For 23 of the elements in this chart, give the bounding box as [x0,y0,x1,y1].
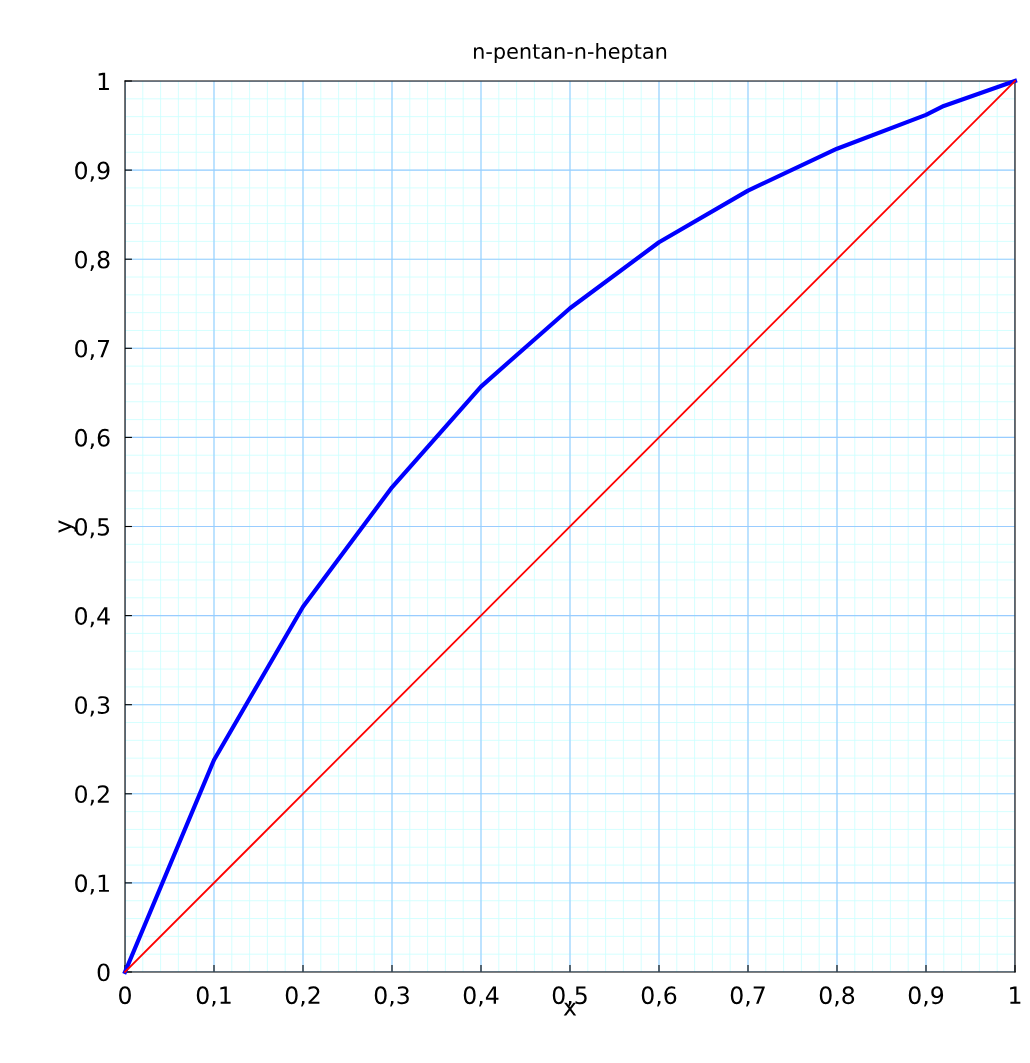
x-tick-label: 0 [119,986,131,1005]
x-tick-label: 0,7 [730,986,765,1007]
x-tick-label: 0,2 [285,986,320,1007]
y-tick-label: 0,3 [75,696,110,717]
x-tick-label: 0,3 [374,986,409,1007]
y-tick-label: 0,1 [75,874,109,895]
y-tick-label: 0,9 [75,161,110,182]
y-tick-label: 0 [97,963,110,982]
y-tick-label: 0,7 [75,339,110,361]
x-tick-label: 0,8 [819,986,855,1007]
y-tick-label: 0,6 [75,428,110,450]
chart-title: n-pentan-n-heptan [474,42,667,64]
y-tick-label: 0,2 [75,785,109,806]
y-tick-label: 0,8 [75,250,110,271]
y-axis-title: y [58,520,77,533]
y-tick-label: 1 [98,72,109,90]
x-tick-label: 0,1 [196,986,231,1007]
x-tick-label: 0,4 [463,986,499,1007]
y-tick-label: 0,5 [75,517,110,539]
y-tick-label: 0,4 [75,607,110,628]
x-tick-label: 1 [1010,986,1021,1004]
x-tick-label: 0,9 [908,986,944,1007]
x-tick-label: 0,6 [641,986,677,1007]
